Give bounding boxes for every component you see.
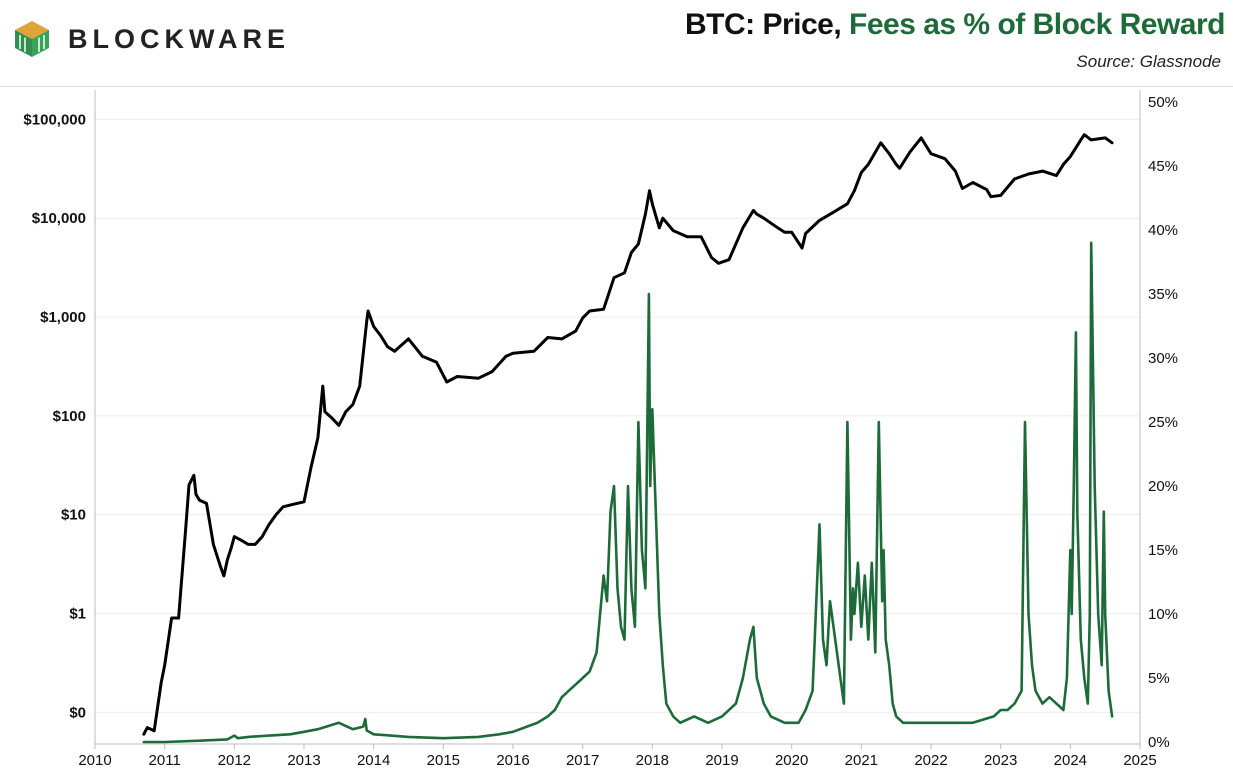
y-left-tick-label: $1,000	[40, 309, 86, 326]
series-layer	[142, 133, 1114, 744]
x-tick-label: 2017	[566, 752, 599, 769]
x-tick-label: 2020	[775, 752, 808, 769]
y-left-tick-label: $1	[69, 605, 86, 622]
brand-name: BLOCKWARE	[68, 23, 290, 54]
y-right-tick-label: 25%	[1148, 414, 1178, 431]
x-tick-label: 2021	[845, 752, 878, 769]
fees-series-line	[142, 241, 1114, 744]
x-tick-label: 2010	[78, 752, 111, 769]
x-tick-label: 2025	[1123, 752, 1156, 769]
y-right-tick-label: 0%	[1148, 734, 1170, 751]
source-note: Source: Glassnode	[1076, 52, 1221, 71]
x-tick-label: 2022	[914, 752, 947, 769]
y-left-tick-label: $0	[69, 704, 86, 721]
x-tick-label: 2013	[287, 752, 320, 769]
x-tick-label: 2018	[636, 752, 669, 769]
y-right-tick-label: 40%	[1148, 222, 1178, 239]
y-right-tick-label: 45%	[1148, 158, 1178, 175]
x-tick-label: 2015	[427, 752, 460, 769]
y-right-tick-label: 15%	[1148, 542, 1178, 559]
y-left-tick-label: $100	[53, 408, 86, 425]
y-left-tick-label: $100,000	[23, 111, 86, 128]
x-tick-label: 2011	[149, 752, 181, 769]
x-tick-label: 2024	[1054, 752, 1087, 769]
axes: 2010 2011 2012 2013 2014 2015 2016 2017 2018 2019…	[23, 90, 1178, 769]
title-fees: Fees as % of Block Reward	[849, 8, 1225, 41]
y-right-tick-label: 20%	[1148, 478, 1178, 495]
y-right-tick-label: 5%	[1148, 670, 1170, 687]
title-price: BTC: Price,	[684, 8, 850, 41]
y-right-tick-label: 10%	[1148, 606, 1178, 623]
chart-title: BTC: Price, Fees as % of Block Reward	[684, 8, 1226, 42]
y-left-tick-label: $10,000	[32, 210, 86, 227]
grid	[95, 118, 1140, 713]
blockware-cube-icon	[15, 21, 49, 57]
x-tick-label: 2014	[357, 752, 390, 769]
x-tick-label: 2012	[218, 752, 251, 769]
x-tick-label: 2016	[496, 752, 529, 769]
header-divider	[0, 86, 1233, 87]
blockware-logo: BLOCKWARE	[12, 16, 312, 62]
y-right-tick-label: 50%	[1148, 94, 1178, 111]
y-left-tick-label: $10	[61, 507, 86, 524]
y-right-tick-label: 35%	[1148, 286, 1178, 303]
y-right-tick-label: 30%	[1148, 350, 1178, 367]
x-tick-label: 2019	[705, 752, 738, 769]
header: BLOCKWARE BTC: Price, Fees as % of Block…	[0, 0, 1233, 86]
price-series-line	[142, 133, 1114, 736]
x-tick-label: 2023	[984, 752, 1017, 769]
